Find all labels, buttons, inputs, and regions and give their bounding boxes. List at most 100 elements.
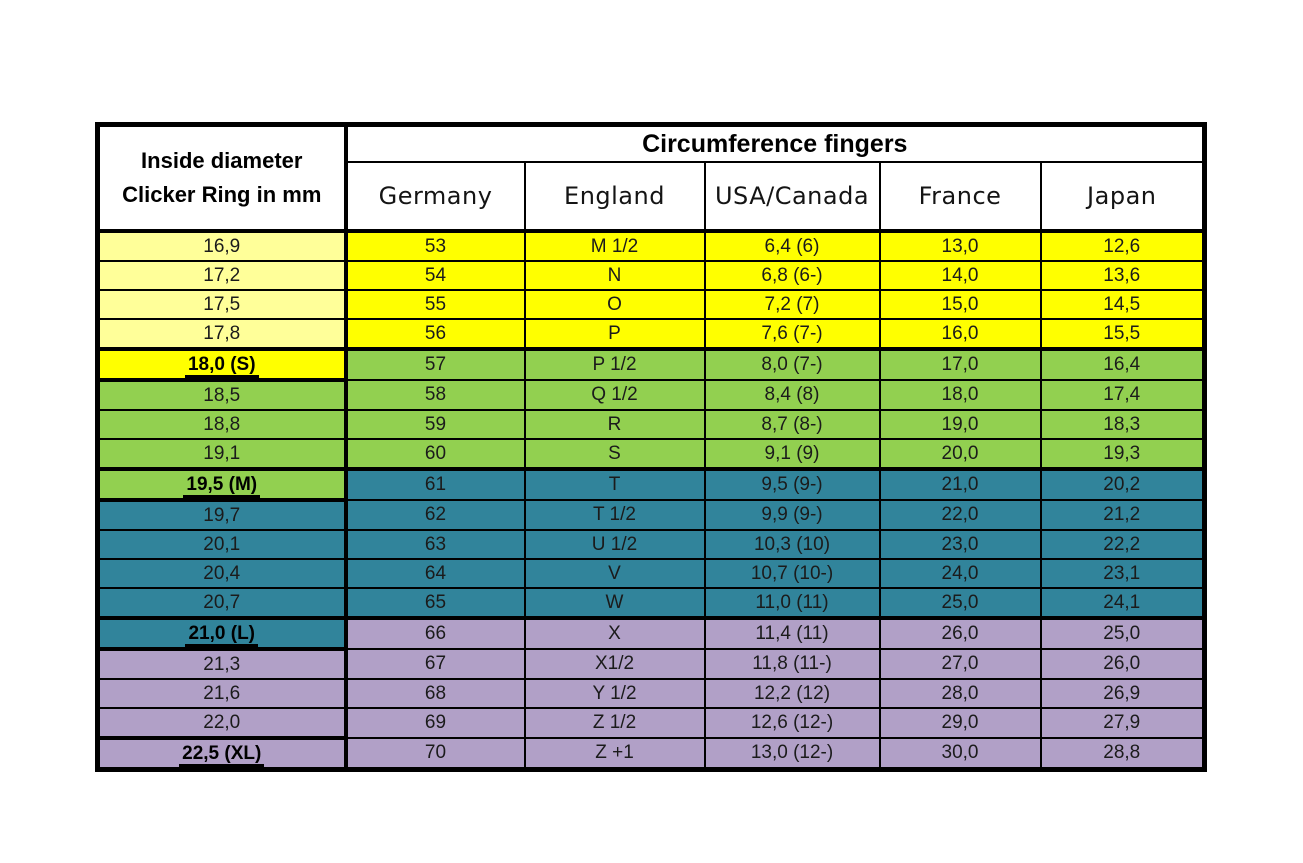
special-size-label: 19,5 (M) xyxy=(183,473,261,496)
table-row: 19,7 62 T 1/2 9,9 (9-) 22,0 21,2 xyxy=(96,499,1206,531)
cell-japan: 24,1 xyxy=(1039,587,1206,619)
cell-england: Q 1/2 xyxy=(523,379,706,411)
cell-germany: 65 xyxy=(344,587,526,619)
cell-germany: 59 xyxy=(344,409,526,440)
cell-germany: 62 xyxy=(344,499,526,531)
cell-japan: 26,9 xyxy=(1039,678,1206,709)
cell-diameter: 21,3 xyxy=(96,648,348,680)
column-header-usa-canada: USA/Canada xyxy=(703,161,881,233)
cell-germany: 53 xyxy=(344,230,526,262)
cell-france: 26,0 xyxy=(878,616,1042,650)
cell-diameter: 18,0 (S) xyxy=(96,347,348,382)
cell-usa-canada: 6,8 (6-) xyxy=(703,260,881,291)
cell-diameter: 19,7 xyxy=(96,499,348,531)
cell-usa-canada: 13,0 (12-) xyxy=(703,737,881,771)
cell-usa-canada: 11,4 (11) xyxy=(703,616,881,650)
corner-header-line1: Inside diameter xyxy=(141,147,303,173)
cell-france: 21,0 xyxy=(878,467,1042,501)
cell-usa-canada: 11,8 (11-) xyxy=(703,648,881,680)
cell-germany: 67 xyxy=(344,648,526,680)
cell-usa-canada: 9,1 (9) xyxy=(703,438,881,470)
cell-japan: 21,2 xyxy=(1039,499,1206,531)
cell-germany: 69 xyxy=(344,707,526,739)
special-size-label: 18,0 (S) xyxy=(184,353,259,376)
cell-usa-canada: 7,2 (7) xyxy=(703,289,881,320)
cell-usa-canada: 12,2 (12) xyxy=(703,678,881,709)
cell-france: 28,0 xyxy=(878,678,1042,709)
cell-japan: 28,8 xyxy=(1039,737,1206,771)
cell-usa-canada: 9,9 (9-) xyxy=(703,499,881,531)
cell-england: Y 1/2 xyxy=(523,678,706,709)
table-row: 22,5 (XL) 70 Z +1 13,0 (12-) 30,0 28,8 xyxy=(96,736,1206,772)
cell-germany: 68 xyxy=(344,678,526,709)
ring-size-table: Inside diameter Clicker Ring in mm Circu… xyxy=(95,122,1208,772)
cell-england: T xyxy=(523,467,706,501)
cell-diameter: 21,0 (L) xyxy=(96,616,348,651)
table-title: Circumference fingers xyxy=(344,123,1206,163)
cell-japan: 13,6 xyxy=(1039,260,1206,291)
cell-usa-canada: 10,7 (10-) xyxy=(703,558,881,589)
cell-england: W xyxy=(523,587,706,619)
column-header-england: England xyxy=(523,161,706,233)
table-row: 21,6 68 Y 1/2 12,2 (12) 28,0 26,9 xyxy=(96,678,1206,709)
cell-france: 20,0 xyxy=(878,438,1042,470)
cell-japan: 15,5 xyxy=(1039,318,1206,350)
cell-diameter: 17,8 xyxy=(96,318,348,350)
cell-diameter: 19,1 xyxy=(96,438,348,470)
table-row: 21,3 67 X1/2 11,8 (11-) 27,0 26,0 xyxy=(96,648,1206,680)
cell-japan: 18,3 xyxy=(1039,409,1206,440)
table-row: 17,8 56 P 7,6 (7-) 16,0 15,5 xyxy=(96,318,1206,350)
column-header-japan: Japan xyxy=(1039,161,1206,233)
cell-diameter: 21,6 xyxy=(96,678,348,709)
cell-england: R xyxy=(523,409,706,440)
title-row: Inside diameter Clicker Ring in mm Circu… xyxy=(96,123,1206,233)
cell-japan: 25,0 xyxy=(1039,616,1206,650)
cell-england: U 1/2 xyxy=(523,529,706,560)
cell-england: S xyxy=(523,438,706,470)
table-body: 16,9 53 M 1/2 6,4 (6) 13,0 12,6 17,2 54 N 6,8 (6-… xyxy=(96,230,1206,772)
column-header-germany: Germany xyxy=(344,161,526,233)
table-row: 18,5 58 Q 1/2 8,4 (8) 18,0 17,4 xyxy=(96,379,1206,411)
corner-header-line2: Clicker Ring in mm xyxy=(122,182,322,207)
cell-france: 22,0 xyxy=(878,499,1042,531)
column-header-france: France xyxy=(878,161,1042,233)
cell-diameter: 18,5 xyxy=(96,379,348,411)
cell-france: 23,0 xyxy=(878,529,1042,560)
cell-japan: 17,4 xyxy=(1039,379,1206,411)
corner-header: Inside diameter Clicker Ring in mm xyxy=(96,123,348,233)
cell-diameter: 16,9 xyxy=(96,230,348,262)
column-header-row: Germany England USA/Canada France Japan xyxy=(98,161,1206,233)
cell-usa-canada: 10,3 (10) xyxy=(703,529,881,560)
cell-england: Z +1 xyxy=(523,737,706,771)
cell-england: Z 1/2 xyxy=(523,707,706,739)
table-row: 19,1 60 S 9,1 (9) 20,0 19,3 xyxy=(96,438,1206,470)
cell-usa-canada: 9,5 (9-) xyxy=(703,467,881,501)
cell-germany: 63 xyxy=(344,529,526,560)
cell-diameter: 22,0 xyxy=(96,707,348,739)
cell-usa-canada: 6,4 (6) xyxy=(703,230,881,262)
cell-japan: 16,4 xyxy=(1039,347,1206,381)
cell-england: M 1/2 xyxy=(523,230,706,262)
cell-usa-canada: 8,7 (8-) xyxy=(703,409,881,440)
cell-japan: 26,0 xyxy=(1039,648,1206,680)
cell-france: 16,0 xyxy=(878,318,1042,350)
cell-diameter: 20,1 xyxy=(96,529,348,560)
cell-japan: 12,6 xyxy=(1039,230,1206,262)
cell-france: 18,0 xyxy=(878,379,1042,411)
cell-usa-canada: 12,6 (12-) xyxy=(703,707,881,739)
table-row: 16,9 53 M 1/2 6,4 (6) 13,0 12,6 xyxy=(96,230,1206,262)
cell-france: 27,0 xyxy=(878,648,1042,680)
cell-diameter: 19,5 (M) xyxy=(96,467,348,502)
cell-france: 29,0 xyxy=(878,707,1042,739)
cell-usa-canada: 7,6 (7-) xyxy=(703,318,881,350)
cell-diameter: 17,2 xyxy=(96,260,348,291)
cell-germany: 61 xyxy=(344,467,526,501)
cell-usa-canada: 8,4 (8) xyxy=(703,379,881,411)
cell-england: T 1/2 xyxy=(523,499,706,531)
cell-germany: 54 xyxy=(344,260,526,291)
ring-size-table-container: Inside diameter Clicker Ring in mm Circu… xyxy=(95,122,1208,772)
table-row: 17,5 55 O 7,2 (7) 15,0 14,5 xyxy=(96,289,1206,320)
cell-diameter: 20,4 xyxy=(96,558,348,589)
cell-japan: 19,3 xyxy=(1039,438,1206,470)
special-size-label: 22,5 (XL) xyxy=(179,742,265,766)
